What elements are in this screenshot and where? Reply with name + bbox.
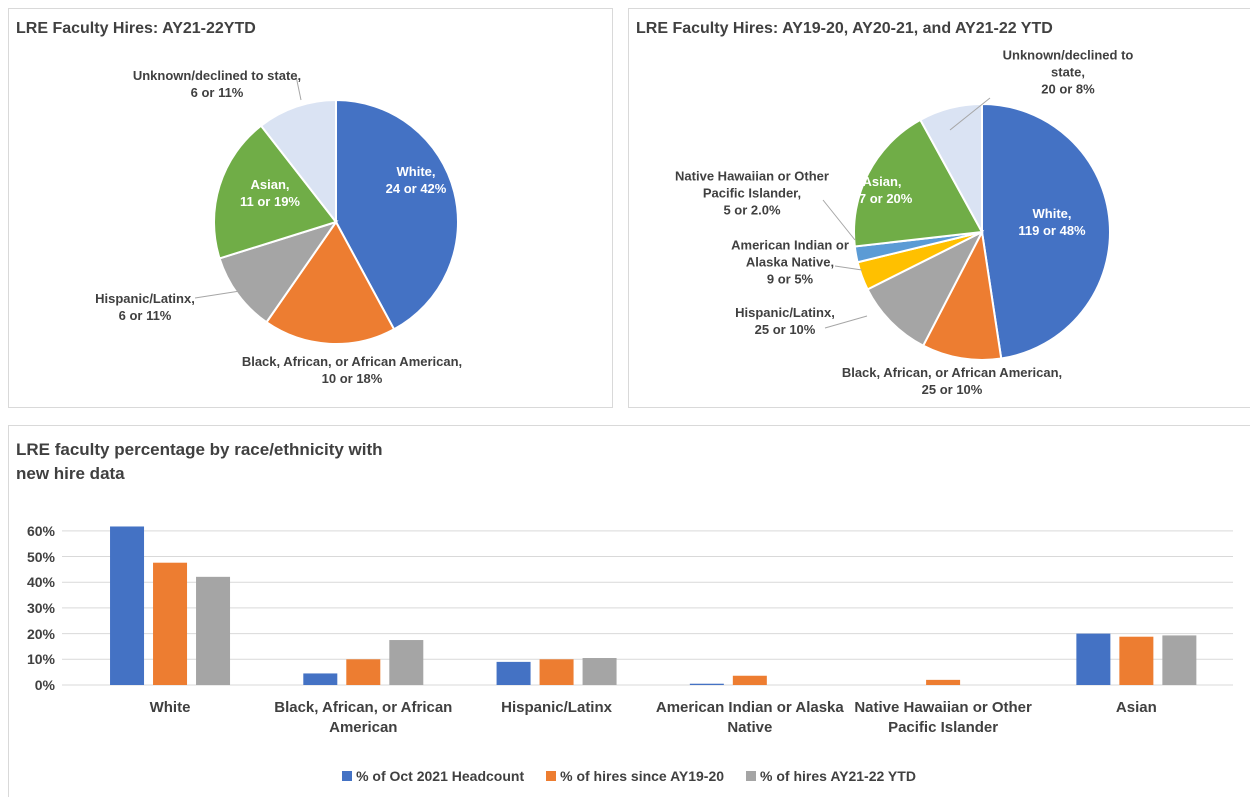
x-tick-label: White	[149, 699, 191, 716]
bar	[346, 659, 381, 685]
slice-category: Hispanic/Latinx,	[95, 291, 195, 306]
slice-label: Native Hawaiian or Other Pacific Islande…	[667, 168, 837, 219]
slice-category: Unknown/declined to state,	[1002, 47, 1134, 80]
x-tick-label: Native Hawaiian or Other Pacific Islande…	[854, 699, 1032, 736]
slice-label: Asian, 11 or 19%	[220, 176, 320, 210]
slice-category: Black, African, or African American,	[841, 365, 1063, 380]
x-tick-label: American Indian or Alaska Native	[655, 699, 844, 736]
leader-line	[194, 290, 241, 299]
pie-slice	[866, 229, 985, 348]
legend-swatch	[342, 771, 353, 781]
slice-value: 47 or 20%	[851, 191, 913, 206]
slice-label: Unknown/declined to state, 6 or 11%	[107, 67, 327, 101]
slice-label: White, 119 or 48%	[1002, 205, 1102, 239]
pie-slice	[853, 118, 984, 248]
slice-category: Asian,	[250, 177, 290, 192]
pie-slice	[981, 102, 1111, 360]
slice-category: Black, African, or African American,	[241, 354, 463, 369]
slice-label: American Indian or Alaska Native, 9 or 5%	[720, 237, 860, 288]
pie-slice	[335, 98, 459, 331]
x-tick-label: Asian	[1115, 699, 1157, 716]
slice-category: Asian,	[862, 174, 902, 189]
bar	[389, 640, 424, 685]
bar	[539, 659, 574, 685]
slice-category: White,	[396, 164, 436, 179]
slice-value: 20 or 8%	[1041, 81, 1095, 97]
pie-slice	[265, 220, 396, 345]
legend-label: % of hires AY21-22 YTD	[760, 768, 916, 784]
pie-slice	[259, 98, 337, 225]
x-tick-label: Black, African, or African American	[274, 699, 453, 736]
y-tick-label: 0%	[34, 677, 55, 693]
legend-label: % of Oct 2021 Headcount	[356, 768, 525, 784]
slice-value: 9 or 5%	[766, 271, 814, 287]
leader-line	[834, 265, 863, 271]
slice-value: 119 or 48%	[1018, 223, 1086, 238]
y-tick-label: 60%	[26, 522, 55, 539]
bar	[689, 683, 724, 685]
legend-item: % of hires AY21-22 YTD	[746, 768, 916, 784]
pie-slice	[218, 220, 339, 324]
slice-label: Asian, 47 or 20%	[832, 173, 932, 207]
bar	[1076, 633, 1111, 685]
leader-line	[949, 97, 991, 131]
slice-label: Unknown/declined to state, 20 or 8%	[993, 47, 1143, 98]
slice-label: Black, African, or African American, 25 o…	[802, 364, 1102, 398]
slice-category: Hispanic/Latinx,	[735, 305, 835, 320]
slice-value: 25 or 10%	[754, 322, 816, 337]
chart-title: LRE faculty percentage by race/ethnicity…	[16, 440, 383, 483]
pie-slice	[213, 124, 338, 260]
x-tick-label: Hispanic/Latinx	[501, 699, 612, 716]
bar	[153, 562, 188, 685]
bar	[496, 661, 531, 685]
slice-label: Hispanic/Latinx, 25 or 10%	[710, 304, 860, 338]
slice-category: Unknown/declined to state,	[132, 68, 302, 83]
slice-value: 5 or 2.0%	[723, 202, 781, 218]
bar	[926, 679, 961, 685]
legend-swatch	[746, 771, 757, 781]
y-tick-label: 40%	[26, 574, 55, 591]
leader-line	[822, 199, 856, 241]
legend-item: % of Oct 2021 Headcount	[342, 768, 524, 784]
bar	[303, 673, 338, 685]
slice-label: Black, African, or African American, 10 o…	[202, 353, 502, 387]
legend-label: % of hires since AY19-20	[560, 768, 725, 784]
legend: % of Oct 2021 Headcount % of hires since …	[8, 768, 1250, 784]
y-tick-label: 20%	[26, 625, 55, 642]
bar	[196, 576, 231, 685]
slice-value: 6 or 11%	[190, 85, 244, 100]
bar	[110, 526, 145, 685]
chart-title: LRE Faculty Hires: AY19-20, AY20-21, and…	[636, 20, 1053, 37]
leader-line	[295, 75, 302, 101]
leader-line	[824, 315, 868, 329]
y-tick-label: 10%	[26, 651, 55, 668]
slice-label: White, 24 or 42%	[356, 163, 476, 197]
chart-title: LRE Faculty Hires: AY21-22YTD	[16, 20, 256, 37]
y-tick-label: 30%	[26, 599, 55, 616]
bar	[1119, 636, 1154, 685]
bar	[732, 675, 767, 685]
bar	[582, 658, 617, 685]
slice-value: 11 or 19%	[240, 194, 300, 209]
legend-swatch	[546, 771, 557, 781]
bar	[1162, 635, 1197, 685]
pie-slice	[921, 228, 1003, 361]
legend-item: % of hires since AY19-20	[546, 768, 724, 784]
slice-category: American Indian or Alaska Native,	[731, 237, 849, 270]
slice-category: White,	[1032, 206, 1072, 221]
slice-label: Hispanic/Latinx, 6 or 11%	[70, 290, 220, 324]
slice-value: 6 or 11%	[118, 308, 172, 323]
slice-category: Native Hawaiian or Other Pacific Islande…	[675, 168, 829, 201]
y-tick-label: 50%	[26, 548, 55, 565]
slice-value: 10 or 18%	[321, 371, 383, 386]
slice-value: 24 or 42%	[385, 181, 447, 196]
slice-value: 25 or 10%	[921, 382, 983, 397]
